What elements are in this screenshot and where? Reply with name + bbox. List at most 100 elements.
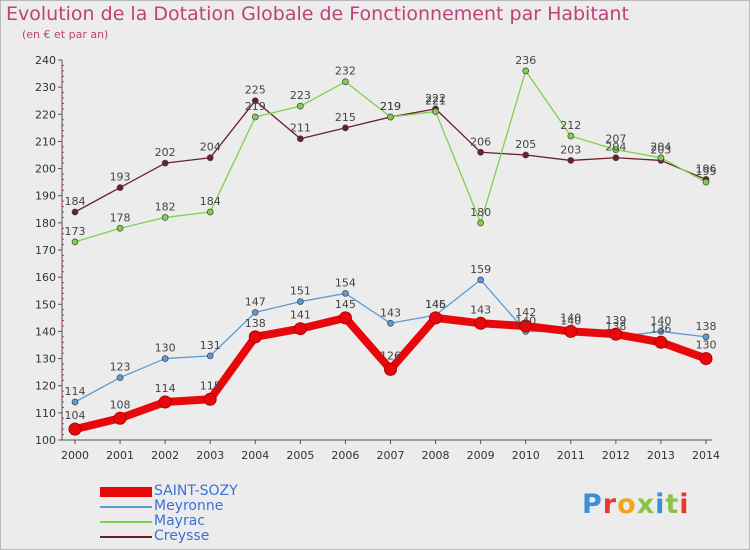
legend-swatch [100,535,152,538]
x-tick-label: 2001 [106,449,134,462]
data-point-meyronne [161,355,169,362]
y-tick-label: 220 [35,108,56,121]
data-point-mayrac [297,102,304,110]
data-label-saint-sozy: 139 [605,314,626,327]
chart-subtitle: (en € et par an) [22,28,109,41]
data-label-mayrac: 195 [696,165,717,178]
x-tick-label: 2014 [692,449,720,462]
legend-item-saint-sozy: SAINT-SOZY [100,484,238,499]
data-point-saint-sozy [384,362,397,376]
data-point-saint-sozy [158,395,172,409]
logo-letter: P [582,489,603,520]
y-tick-label: 240 [35,54,56,67]
data-point-creysse [251,97,259,105]
data-label-saint-sozy: 140 [560,311,581,324]
logo-letter: i [655,489,666,520]
data-label-mayrac: 173 [65,225,86,238]
y-tick-label: 180 [35,217,56,230]
data-label-creysse: 203 [650,143,671,156]
legend-item-meyronne: Meyronne [100,499,238,514]
data-point-saint-sozy [519,319,533,333]
data-label-meyronne: 130 [155,342,176,355]
data-label-creysse: 219 [380,100,401,113]
data-label-mayrac: 184 [200,195,221,208]
data-point-mayrac [702,178,710,186]
data-point-creysse [116,184,124,191]
data-label-meyronne: 138 [605,320,626,333]
data-label-mayrac: 212 [560,119,581,132]
legend-label: SAINT-SOZY [154,483,238,499]
y-tick-label: 130 [35,353,56,366]
data-point-meyronne [387,319,394,327]
data-label-saint-sozy: 114 [155,382,176,395]
data-point-saint-sozy [113,411,127,425]
logo-letter: t [665,489,680,520]
x-tick-label: 2002 [151,449,179,462]
data-point-mayrac [432,108,439,115]
data-point-saint-sozy [203,392,217,406]
data-point-saint-sozy [338,311,352,325]
data-point-mayrac [251,113,259,121]
legend-swatch [100,520,152,523]
data-label-meyronne: 151 [290,285,311,298]
y-tick-label: 100 [35,434,56,447]
series-points [68,67,713,436]
data-point-saint-sozy [68,422,82,436]
y-tick-label: 170 [35,244,56,257]
data-label-mayrac: 204 [650,141,671,154]
data-point-creysse [522,151,530,159]
data-label-saint-sozy: 126 [380,349,401,362]
data-label-creysse: 193 [110,171,131,184]
data-point-creysse [342,124,349,132]
data-point-saint-sozy [699,352,713,366]
x-tick-label: 2008 [422,449,450,462]
data-point-mayrac [567,132,575,140]
data-label-saint-sozy: 136 [650,322,671,335]
data-point-mayrac [657,154,665,162]
data-point-creysse [161,159,169,167]
data-point-meyronne [71,398,79,406]
data-label-mayrac: 219 [380,100,401,113]
data-point-saint-sozy [248,330,262,344]
data-point-creysse [297,135,304,143]
x-tick-label: 2003 [196,449,224,462]
x-tick-label: 2012 [602,449,630,462]
x-tick-label: 2010 [512,449,540,462]
data-point-mayrac [116,224,124,232]
data-point-meyronne [657,328,665,335]
y-tick-label: 230 [35,81,56,94]
data-label-creysse: 204 [605,141,626,154]
data-point-meyronne [342,290,349,297]
legend-item-creysse: Creysse [100,529,238,544]
x-tick-label: 2000 [61,449,89,462]
data-point-saint-sozy [474,316,488,330]
data-point-creysse [567,157,575,164]
chart-title: Evolution de la Dotation Globale de Fonc… [6,3,629,25]
data-point-creysse [206,154,214,162]
data-label-creysse: 205 [515,138,536,151]
legend-label: Meyronne [154,498,224,514]
data-point-mayrac [612,146,620,153]
data-label-mayrac: 178 [110,211,131,224]
data-label-saint-sozy: 141 [290,309,311,322]
legend-item-mayrac: Mayrac [100,514,238,529]
data-label-saint-sozy: 104 [65,409,86,422]
y-tick-label: 140 [35,325,56,338]
legend-label: Creysse [154,528,210,544]
y-tick-label: 200 [35,163,56,176]
data-label-meyronne: 114 [65,385,86,398]
data-label-saint-sozy: 130 [696,339,717,352]
data-point-meyronne [702,333,710,341]
data-label-mayrac: 180 [470,206,491,219]
data-point-meyronne [116,374,124,381]
data-point-mayrac [206,208,214,216]
data-label-creysse: 203 [560,143,581,156]
data-point-meyronne [297,298,304,305]
data-point-mayrac [342,78,349,86]
legend-label: Mayrac [154,513,205,529]
x-tick-label: 2013 [647,449,675,462]
data-label-mayrac: 223 [290,89,311,102]
data-label-meyronne: 140 [515,314,536,327]
legend-swatch [100,505,152,508]
